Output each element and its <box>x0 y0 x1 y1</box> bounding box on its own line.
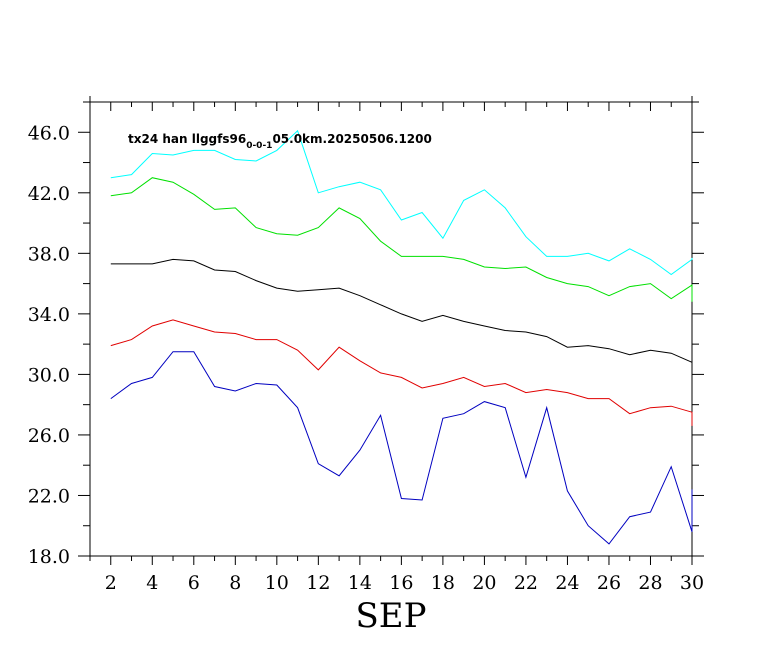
x-tick-label: 18 <box>431 572 455 594</box>
y-tick-label: 38.0 <box>28 243 70 265</box>
x-tick-label: 14 <box>348 572 372 594</box>
y-tick-labels: 18.0 22.0 26.0 30.0 34.0 38.0 42.0 46.0 <box>28 122 70 568</box>
series-line-1 <box>110 129 693 276</box>
series-line-3 <box>110 258 693 366</box>
series-line-4 <box>110 319 693 426</box>
y-tick-label: 34.0 <box>28 304 70 326</box>
x-axis-label: SEP <box>356 596 427 636</box>
chart-title: tx24 han llggfs960-0-105.0km.20250506.12… <box>128 132 432 151</box>
series-lines <box>110 129 693 545</box>
plot-frame <box>89 96 693 557</box>
x-tick-label: 24 <box>555 572 579 594</box>
y-tick-label: 46.0 <box>28 122 70 144</box>
y-tick-label: 42.0 <box>28 183 70 205</box>
x-tick-label: 16 <box>389 572 413 594</box>
x-tick-label: 6 <box>188 572 200 594</box>
x-tick-label: 12 <box>306 572 330 594</box>
x-tick-label: 8 <box>229 572 241 594</box>
x-tick-label: 28 <box>638 572 662 594</box>
y-tick-label: 30.0 <box>28 364 70 386</box>
series-line-2 <box>110 177 693 302</box>
y-tick-label: 22.0 <box>28 485 70 507</box>
x-tick-label: 10 <box>265 572 289 594</box>
series-line-5 <box>110 351 693 545</box>
x-tick-labels: 2 4 6 8 10 12 14 16 18 20 22 24 26 28 30 <box>105 572 704 594</box>
x-tick-label: 4 <box>146 572 158 594</box>
chart-title-suffix: 05.0km.20250506.1200 <box>272 132 431 146</box>
chart-title-main: tx24 han llggfs96 <box>128 132 246 146</box>
x-tick-label: 30 <box>680 572 704 594</box>
x-tick-label: 22 <box>514 572 538 594</box>
y-tick-label: 26.0 <box>28 425 70 447</box>
x-tick-label: 2 <box>105 572 117 594</box>
y-tick-label: 18.0 <box>28 546 70 568</box>
x-tick-label: 20 <box>472 572 496 594</box>
axis-ticks <box>78 101 704 565</box>
x-tick-label: 26 <box>597 572 621 594</box>
chart-title-subscript: 0-0-1 <box>246 141 272 151</box>
